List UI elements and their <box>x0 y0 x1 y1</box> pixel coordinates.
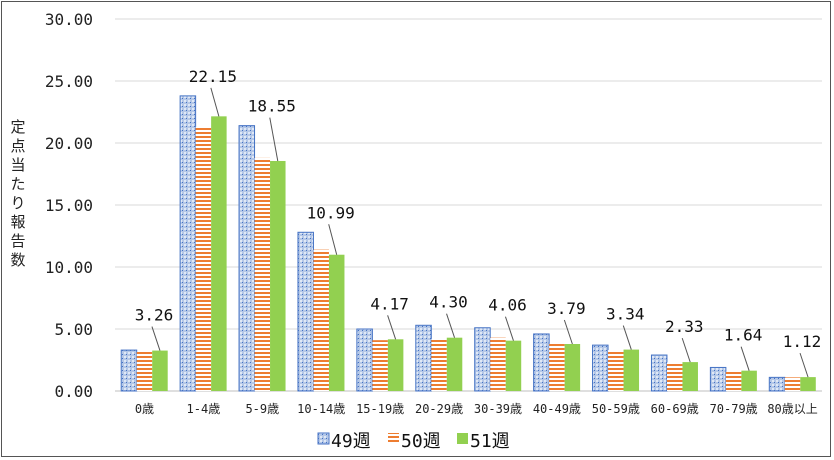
bar-50週 <box>431 338 447 391</box>
leader-line <box>446 313 456 338</box>
leader-line <box>563 319 573 345</box>
bar-51週 <box>505 340 522 391</box>
data-label: 22.15 <box>189 67 237 86</box>
legend-label: 49週 <box>331 431 371 452</box>
bar-50週 <box>372 340 388 391</box>
x-tick-label: 60-69歳 <box>651 402 699 416</box>
data-label: 18.55 <box>248 97 296 116</box>
bar-51週 <box>623 349 640 391</box>
bar-50週 <box>666 362 683 391</box>
bar-49週 <box>356 328 373 392</box>
data-label: 3.79 <box>547 299 586 318</box>
bar-49週 <box>709 366 727 392</box>
bar-51週 <box>564 344 581 391</box>
bar-49週 <box>592 344 609 392</box>
leader-line <box>740 346 750 371</box>
data-label: 4.30 <box>429 293 468 312</box>
leader-line <box>504 316 514 341</box>
x-tick-label: 1-4歳 <box>187 402 221 416</box>
bar-49週 <box>768 376 786 392</box>
bar-50週 <box>254 157 271 391</box>
bar-51週 <box>741 370 757 391</box>
data-label: 3.34 <box>606 305 645 324</box>
leader-line <box>622 325 632 350</box>
legend-label: 51週 <box>470 431 510 452</box>
bar-50週 <box>784 377 801 391</box>
x-tick-label: 70-79歳 <box>710 402 758 416</box>
leader-line <box>387 315 397 340</box>
y-tick-label: 20.00 <box>45 134 93 153</box>
x-tick-label: 30-39歳 <box>474 402 522 416</box>
leader-line <box>681 337 691 363</box>
bar-50週 <box>725 371 742 391</box>
leader-line <box>328 224 338 255</box>
bar-50週 <box>490 337 506 391</box>
bar-51週 <box>800 377 816 391</box>
bar-49週 <box>474 327 491 392</box>
bar-51週 <box>270 160 286 391</box>
bar-49週 <box>238 125 256 392</box>
bar-49週 <box>533 333 550 392</box>
y-tick-label: 10.00 <box>45 258 93 277</box>
bar-49週 <box>297 231 314 392</box>
legend-swatch <box>317 432 330 445</box>
bar-51週 <box>152 350 168 391</box>
bar-51週 <box>446 337 463 391</box>
bar-49週 <box>415 324 432 392</box>
leader-line <box>269 117 279 162</box>
data-label: 2.33 <box>665 317 704 336</box>
bar-50週 <box>195 126 212 391</box>
x-tick-label: 20-29歳 <box>415 402 463 416</box>
data-label: 4.06 <box>488 296 527 315</box>
bar-51週 <box>682 362 698 391</box>
leader-line <box>151 326 161 351</box>
bar-50週 <box>136 351 153 391</box>
leader-line <box>799 352 809 378</box>
bar-49週 <box>120 349 138 392</box>
bar-50週 <box>608 350 624 391</box>
x-tick-label: 0歳 <box>135 402 154 416</box>
bar-51週 <box>328 254 345 391</box>
bar-49週 <box>179 95 197 392</box>
bar-50週 <box>313 249 329 391</box>
y-tick-label: 25.00 <box>45 72 93 91</box>
legend-swatch <box>388 433 399 444</box>
y-tick-label: 5.00 <box>54 320 93 339</box>
x-tick-label: 80歳以上 <box>767 402 817 416</box>
bar-51週 <box>387 339 404 391</box>
bar-49週 <box>650 354 668 392</box>
legend-swatch <box>457 433 468 444</box>
x-tick-label: 50-59歳 <box>592 402 640 416</box>
y-axis-title: 定点当たり報告数 <box>10 118 26 269</box>
bar-51週 <box>211 116 227 391</box>
y-tick-label: 15.00 <box>45 196 93 215</box>
data-label: 1.64 <box>724 326 763 345</box>
data-label: 10.99 <box>307 203 355 222</box>
x-tick-label: 10-14歳 <box>297 402 345 416</box>
x-tick-label: 5-9歳 <box>245 402 279 416</box>
data-label: 4.17 <box>370 294 409 313</box>
x-tick-label: 40-49歳 <box>533 402 581 416</box>
y-tick-label: 30.00 <box>45 10 93 29</box>
data-label: 3.26 <box>135 306 174 325</box>
bar-50週 <box>549 343 565 391</box>
legend-label: 50週 <box>401 431 441 452</box>
y-tick-label: 0.00 <box>54 382 93 401</box>
x-tick-label: 15-19歳 <box>356 402 404 416</box>
leader-line <box>210 87 220 117</box>
data-label: 1.12 <box>783 332 822 351</box>
